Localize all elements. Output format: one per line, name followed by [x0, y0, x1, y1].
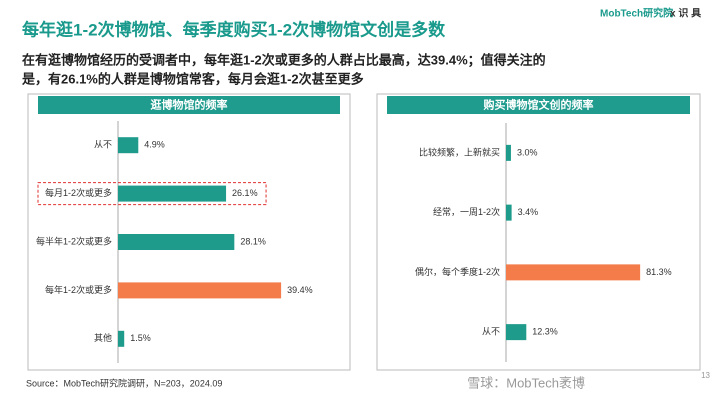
- category-label: 每年1-2次或更多: [45, 284, 112, 295]
- bar: [506, 324, 527, 341]
- page-number: 13: [701, 371, 710, 380]
- panel: [27, 93, 351, 371]
- value-label: 39.4%: [287, 285, 313, 295]
- category-label: 经常，一周1-2次: [433, 206, 500, 217]
- chart-title: 逛博物馆的频率: [151, 97, 228, 111]
- bar: [506, 144, 511, 161]
- slide-title: 每年逛1-2次博物馆、每季度购买1-2次博物馆文创是多数: [22, 19, 446, 39]
- bar: [118, 330, 125, 347]
- category-label: 比较频繁，上新就买: [419, 146, 500, 157]
- bar: [118, 185, 227, 202]
- panel-header: [38, 96, 340, 114]
- bar: [506, 204, 512, 221]
- category-label: 每半年1-2次或更多: [36, 235, 112, 246]
- category-label: 偶尔，每个季度1-2次: [415, 266, 500, 277]
- logo: MobTech研究院: [600, 7, 673, 20]
- panel: [376, 93, 701, 371]
- category-label: 其他: [94, 332, 112, 343]
- value-label: 12.3%: [532, 327, 558, 337]
- value-label: 28.1%: [240, 236, 266, 246]
- value-label: 1.5%: [130, 333, 151, 343]
- value-label: 3.0%: [517, 147, 538, 157]
- bar: [506, 264, 641, 281]
- category-label: 从不: [94, 140, 112, 150]
- value-label: 4.9%: [144, 140, 165, 150]
- value-label: 81.3%: [646, 267, 672, 277]
- partner-logo: x 识 具: [670, 8, 701, 20]
- chart-title: 购买博物馆文创的频率: [484, 97, 594, 111]
- panel-header: [387, 96, 690, 114]
- bar: [118, 234, 235, 250]
- value-label: 26.1%: [232, 188, 258, 198]
- watermark: 雪球：MobTech袤博: [467, 375, 585, 390]
- category-label: 从不: [482, 327, 500, 337]
- description: 是，有26.1%的人群是博物馆常客，每月会逛1-2次甚至更多: [21, 71, 364, 86]
- description: 在有逛博物馆经历的受调者中，每年逛1-2次或更多的人群占比最高，达39.4%；值…: [22, 52, 546, 68]
- category-label: 每月1-2次或更多: [45, 187, 112, 198]
- source: Source：MobTech研究院调研，N=203，2024.09: [26, 377, 222, 388]
- bar: [118, 137, 139, 154]
- value-label: 3.4%: [518, 207, 539, 217]
- bar: [118, 282, 282, 299]
